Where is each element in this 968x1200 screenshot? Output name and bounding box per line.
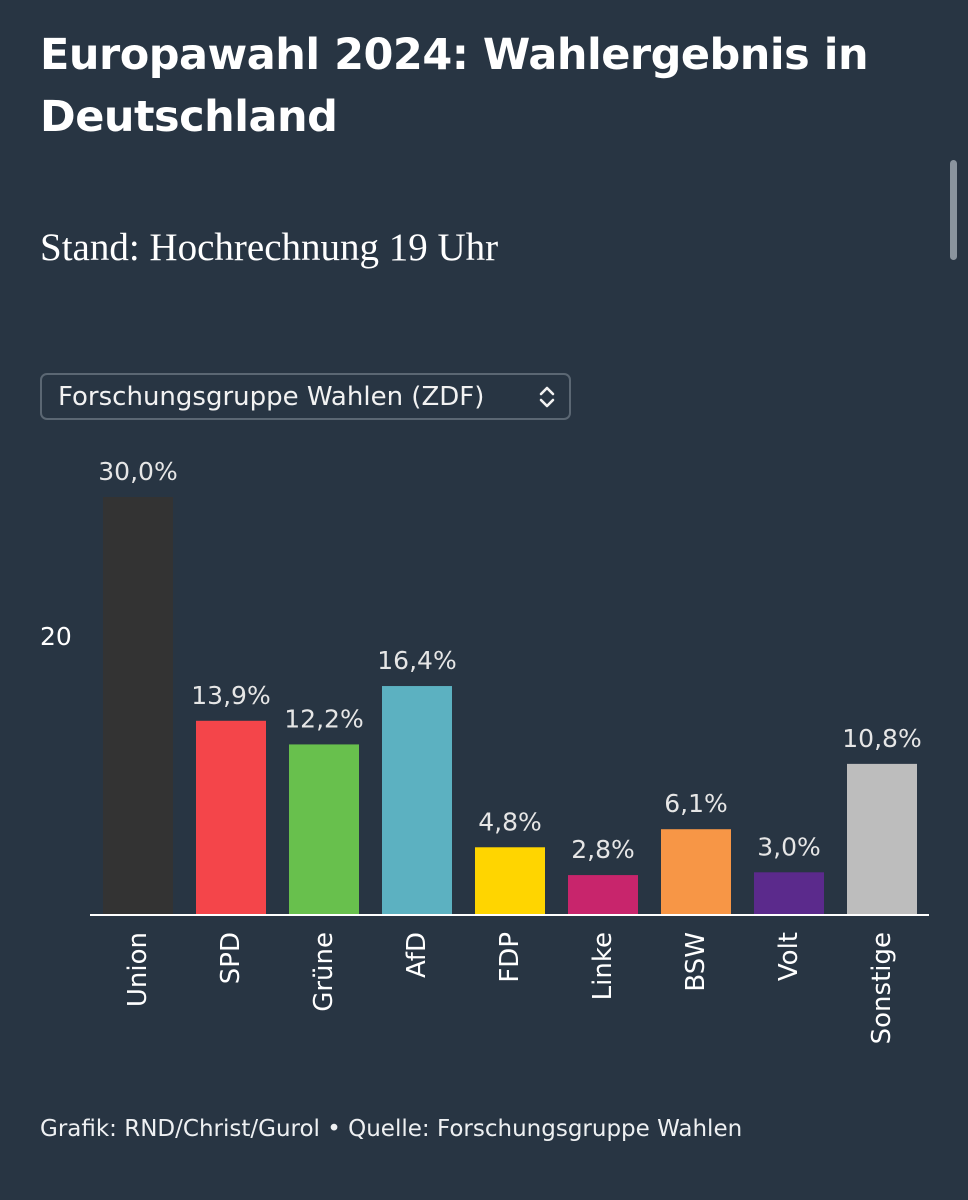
value-label: 4,8% xyxy=(478,807,542,836)
value-label: 10,8% xyxy=(842,724,921,753)
bar-grüne xyxy=(289,744,359,914)
bar-volt xyxy=(754,872,824,914)
category-label: FDP xyxy=(495,932,525,983)
source-credit: Grafik: RND/Christ/Gurol • Quelle: Forsc… xyxy=(40,1116,743,1142)
bar-fdp xyxy=(475,847,545,914)
category-label: Sonstige xyxy=(867,932,897,1044)
bar-sonstige xyxy=(847,763,917,914)
bar-afd xyxy=(382,686,452,914)
value-label: 12,2% xyxy=(284,704,363,733)
category-label: Union xyxy=(123,932,153,1007)
category-label: BSW xyxy=(681,932,711,992)
data-source-select[interactable]: Forschungsgruppe Wahlen (ZDF) xyxy=(40,373,571,420)
bar-union xyxy=(103,497,173,914)
category-label: Volt xyxy=(774,932,804,981)
value-label: 30,0% xyxy=(98,457,177,486)
category-label: AfD xyxy=(402,932,432,978)
category-label: Grüne xyxy=(309,932,339,1012)
chart-subtitle: Stand: Hochrechnung 19 Uhr xyxy=(40,226,499,269)
bar-linke xyxy=(568,875,638,914)
scrollbar-thumb[interactable] xyxy=(950,160,957,260)
bar-chart: 20 30,0% Union 13,9% SPD 12,2% Grüne 16,4% AfD 4,… xyxy=(40,457,929,1044)
value-label: 3,0% xyxy=(757,832,821,861)
value-label: 16,4% xyxy=(377,646,456,675)
y-tick-label: 20 xyxy=(40,622,72,651)
category-label: SPD xyxy=(216,932,246,984)
bar-spd xyxy=(196,720,266,914)
data-source-select-label: Forschungsgruppe Wahlen (ZDF) xyxy=(58,381,485,412)
chart-title: Europawahl 2024: Wahlergebnis in Deutsch… xyxy=(40,30,869,142)
value-label: 13,9% xyxy=(191,681,270,710)
category-label: Linke xyxy=(588,932,618,1000)
value-label: 6,1% xyxy=(664,789,728,818)
chevron-up-down-icon xyxy=(539,386,555,408)
value-label: 2,8% xyxy=(571,835,635,864)
bar-bsw xyxy=(661,829,731,914)
